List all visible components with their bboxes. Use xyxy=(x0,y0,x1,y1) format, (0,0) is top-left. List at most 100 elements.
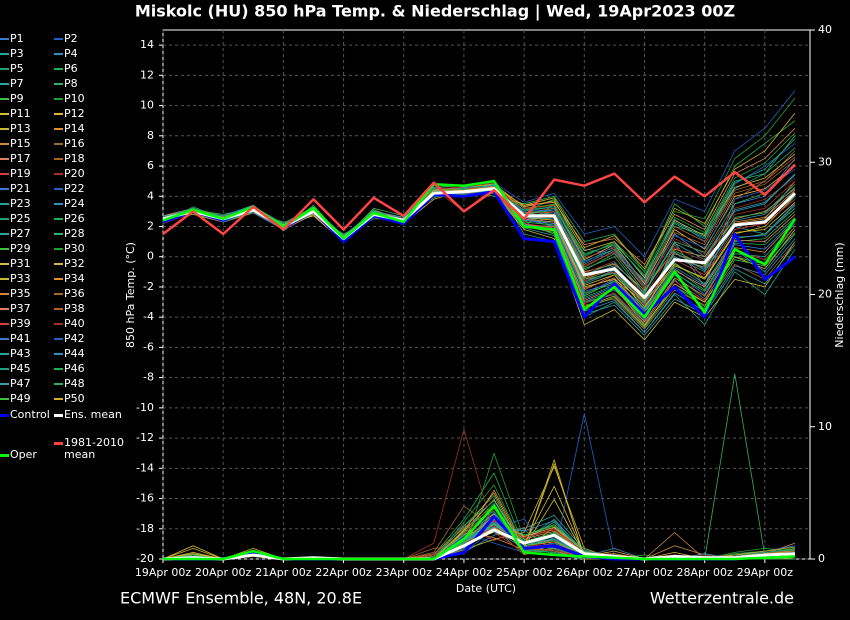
legend-label: P20 xyxy=(64,167,85,180)
legend-label: P49 xyxy=(10,392,31,405)
legend-item: P44 xyxy=(54,348,126,360)
legend-item: P21 xyxy=(0,183,72,195)
legend-item: P45 xyxy=(0,363,72,375)
precip-line xyxy=(163,472,796,560)
legend-item: P19 xyxy=(0,168,72,180)
legend-swatch xyxy=(0,454,9,457)
legend-item: P2 xyxy=(54,33,126,45)
footer-right: Wetterzentrale.de xyxy=(650,589,794,608)
legend-label: P45 xyxy=(10,362,31,375)
y-tick-label: 10 xyxy=(140,99,154,112)
legend-item: P22 xyxy=(54,183,126,195)
legend-swatch xyxy=(0,158,9,160)
legend-swatch xyxy=(0,68,9,70)
y-tick-label: -8 xyxy=(143,371,154,384)
precip-line xyxy=(162,528,796,561)
legend-swatch xyxy=(54,113,63,115)
legend-item: P20 xyxy=(54,168,126,180)
legend-label: P48 xyxy=(64,377,85,390)
legend-item: P5 xyxy=(0,63,72,75)
x-tick-label: 29Apr 00z xyxy=(737,566,794,579)
legend-label: P35 xyxy=(10,287,31,300)
legend-label: P24 xyxy=(64,197,85,210)
legend-item: P27 xyxy=(0,228,72,240)
legend-label: P8 xyxy=(64,77,78,90)
legend-label: P4 xyxy=(64,47,78,60)
y-tick-label: 2 xyxy=(147,219,154,232)
y2-axis-title: Niederschlag (mm) xyxy=(833,242,846,347)
legend-swatch xyxy=(0,188,9,190)
legend-swatch xyxy=(0,414,9,417)
legend-swatch xyxy=(0,98,9,100)
legend-item: P28 xyxy=(54,228,126,240)
legend-label: P12 xyxy=(64,107,85,120)
legend-label: P1 xyxy=(10,32,24,45)
legend-label: P30 xyxy=(64,242,85,255)
legend-label: P36 xyxy=(64,287,85,300)
legend-swatch xyxy=(0,263,9,265)
temp-line xyxy=(162,188,796,301)
legend-swatch xyxy=(54,128,63,130)
legend-label: P14 xyxy=(64,122,85,135)
precip-line xyxy=(163,504,796,561)
legend-label: P40 xyxy=(64,317,85,330)
legend-label: P50 xyxy=(64,392,85,405)
y-tick-label: 14 xyxy=(140,38,154,51)
legend-item: Control xyxy=(0,409,72,421)
legend-label: 1981-2010 mean xyxy=(64,436,124,461)
legend-swatch xyxy=(54,368,63,370)
legend-swatch xyxy=(0,278,9,280)
x-tick-label: 21Apr 00z xyxy=(255,566,312,579)
legend-swatch xyxy=(0,338,9,340)
legend-item: P42 xyxy=(54,333,126,345)
legend-item: P6 xyxy=(54,63,126,75)
legend-item: 1981-2010 mean xyxy=(54,437,126,461)
x-tick-label: 28Apr 00z xyxy=(677,566,734,579)
legend-item: P13 xyxy=(0,123,72,135)
legend-label: P33 xyxy=(10,272,31,285)
legend-item: P38 xyxy=(54,303,126,315)
legend-item: P23 xyxy=(0,198,72,210)
legend-item: P11 xyxy=(0,108,72,120)
y2-tick-label: 20 xyxy=(818,288,832,301)
legend-item: P26 xyxy=(54,213,126,225)
legend-label: P34 xyxy=(64,272,85,285)
legend-swatch xyxy=(54,98,63,100)
y-tick-label: 8 xyxy=(147,129,154,142)
y-tick-label: -12 xyxy=(136,431,154,444)
legend-label: P28 xyxy=(64,227,85,240)
legend-swatch xyxy=(54,383,63,385)
y-tick-label: 6 xyxy=(147,159,154,172)
y-tick-label: -20 xyxy=(136,552,154,565)
legend-item: P17 xyxy=(0,153,72,165)
legend-label: P13 xyxy=(10,122,31,135)
y-tick-label: -10 xyxy=(136,401,154,414)
legend-swatch xyxy=(0,203,9,205)
legend-item: Ens. mean xyxy=(54,409,126,421)
legend: P1 P2 P3 P4 P5 P6 P7 P8 P9 P10 P11 P12 P13 P14 P15 P16 P… xyxy=(0,0,135,470)
temp-line xyxy=(162,189,796,306)
legend-label: P46 xyxy=(64,362,85,375)
legend-swatch xyxy=(54,414,63,417)
legend-item: P31 xyxy=(0,258,72,270)
legend-swatch xyxy=(0,323,9,325)
legend-item: P7 xyxy=(0,78,72,90)
legend-label: P27 xyxy=(10,227,31,240)
y2-tick-label: 0 xyxy=(818,552,825,565)
legend-swatch xyxy=(0,233,9,235)
legend-swatch xyxy=(54,83,63,85)
x-tick-label: 20Apr 00z xyxy=(195,566,252,579)
legend-item: Oper xyxy=(0,449,72,461)
legend-swatch xyxy=(54,158,63,160)
legend-item: P37 xyxy=(0,303,72,315)
legend-item: P32 xyxy=(54,258,126,270)
legend-swatch xyxy=(54,248,63,250)
legend-swatch xyxy=(54,353,63,355)
legend-swatch xyxy=(0,353,9,355)
y-tick-label: -16 xyxy=(136,492,154,505)
x-axis-title: Date (UTC) xyxy=(456,582,516,595)
legend-swatch xyxy=(0,218,9,220)
legend-label: P11 xyxy=(10,107,31,120)
legend-swatch xyxy=(54,398,63,400)
legend-swatch xyxy=(0,38,9,40)
